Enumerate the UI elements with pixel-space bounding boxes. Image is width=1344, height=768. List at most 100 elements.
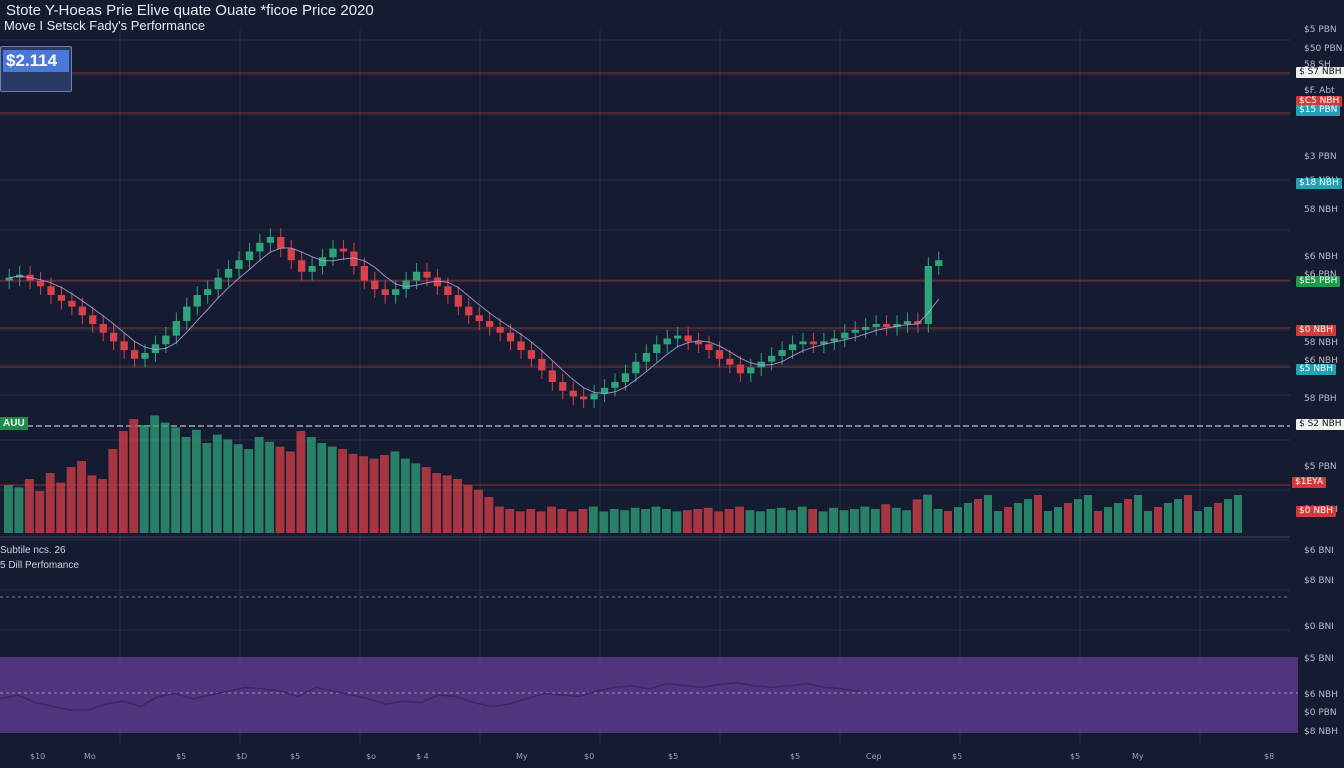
volume-bar (724, 509, 734, 533)
volume-bar (45, 473, 55, 533)
candle-body (475, 315, 483, 322)
volume-bar (994, 511, 1002, 533)
y-axis-label: $6 NBH (1304, 252, 1338, 262)
candle-body (350, 251, 358, 266)
candle-body (151, 344, 160, 353)
volume-bar (964, 503, 972, 533)
current-price-box[interactable]: $2.114 (0, 46, 72, 92)
subpanel-axis-label: $5 BNI (1304, 654, 1334, 664)
volume-bar (1114, 503, 1122, 533)
candle-body (256, 242, 264, 252)
candle-body (611, 382, 619, 388)
volume-bar (275, 446, 285, 533)
candle-body (245, 251, 254, 261)
candle-body (193, 295, 201, 307)
price-tag: $0 NBH (1296, 506, 1336, 517)
volume-bar (129, 419, 139, 533)
volume-bar (974, 499, 982, 533)
volume-bar (651, 506, 661, 533)
volume-bar (1214, 503, 1222, 533)
volume-bar (902, 510, 912, 533)
candle-body (914, 321, 922, 324)
subpanel-axis-label: $8 NBH (1304, 727, 1338, 737)
volume-bar (766, 509, 776, 533)
candle-body (538, 358, 546, 371)
candle-body (277, 237, 285, 249)
volume-bar (745, 510, 755, 533)
candle-body (862, 326, 870, 330)
volume-bar (1044, 511, 1052, 533)
volume-bar (923, 494, 932, 533)
volume-bar (453, 479, 462, 533)
candle-body (569, 390, 577, 397)
price-tag: $ S2 NBH (1296, 419, 1344, 430)
volume-bar (400, 458, 410, 533)
candle-body (809, 341, 818, 345)
candle-body (799, 341, 807, 345)
candle-body (444, 286, 452, 295)
y-axis-label: 58 NBH (1304, 338, 1338, 348)
price-tag: $15 PBN (1296, 105, 1341, 116)
volume-bar (87, 475, 97, 533)
volume-bar (1194, 511, 1202, 533)
candle-body (527, 350, 536, 359)
candle-body (778, 350, 786, 356)
candle-body (287, 248, 295, 261)
x-axis-label: $8 (1264, 752, 1275, 761)
volume-bar (150, 415, 160, 533)
volume-bar (494, 506, 504, 533)
volume-bar (348, 453, 358, 533)
y-axis-label: 58 NBH (1304, 205, 1338, 215)
volume-bar (870, 509, 880, 533)
volume-bar (286, 451, 295, 533)
candle-body (674, 335, 682, 339)
candle-body (141, 353, 149, 359)
volume-bar (4, 485, 13, 533)
volume-bar (1224, 499, 1232, 533)
subpanel-title: Subtile ncs. 26 (0, 545, 66, 556)
volume-bar (118, 431, 128, 533)
volume-bar (1104, 507, 1112, 533)
candle-body (872, 324, 880, 327)
volume-bar (829, 507, 838, 533)
volume-bar (1094, 511, 1102, 533)
volume-bar (1134, 495, 1142, 533)
candle-body (580, 396, 588, 400)
candle-body (694, 341, 703, 345)
price-tag: $0 NBH (1296, 325, 1336, 336)
volume-bar (139, 425, 149, 533)
candle-body (705, 344, 713, 351)
y-axis-label: $5 PBN (1304, 25, 1337, 35)
x-axis-label: Mo (84, 752, 96, 761)
candle-body (36, 280, 45, 287)
volume-bar (265, 441, 274, 533)
volume-bar (984, 495, 992, 533)
volume-bar (421, 467, 431, 533)
volume-bar (839, 510, 849, 533)
candle-body (183, 306, 191, 322)
volume-bar (411, 463, 421, 533)
volume-bar (933, 509, 943, 533)
volume-bar (808, 509, 818, 533)
candle-body (496, 326, 504, 333)
volume-bar (505, 509, 515, 533)
volume-bar (1144, 511, 1152, 533)
candle-body (110, 332, 118, 342)
volume-bar (171, 427, 180, 533)
x-axis-label: $0 (584, 752, 595, 761)
volume-bar (912, 499, 922, 533)
y-axis-label: $50 PBN (1304, 44, 1343, 54)
candle-body (653, 344, 661, 353)
volume-bar (682, 510, 692, 533)
volume-bar (776, 507, 786, 533)
x-axis-label: Cep (866, 752, 882, 761)
volume-bar (1064, 503, 1072, 533)
candle-body (130, 350, 139, 359)
candle-body (162, 335, 170, 345)
candle-body (486, 321, 494, 327)
volume-bar (35, 491, 45, 533)
volume-bar (233, 444, 243, 533)
volume-bar (1164, 503, 1172, 533)
y-axis-label: $5 PBN (1304, 462, 1337, 472)
volume-bar (588, 506, 598, 533)
